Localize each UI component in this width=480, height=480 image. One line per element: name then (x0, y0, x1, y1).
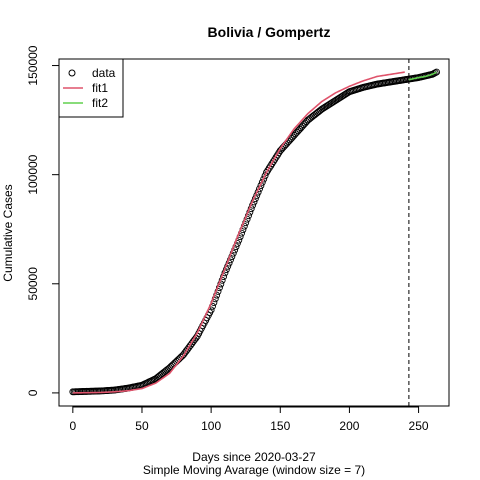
data-point (431, 69, 439, 77)
x-axis-sublabel: Simple Moving Avarage (window size = 7) (143, 463, 365, 477)
x-tick-label: 100 (201, 419, 221, 433)
x-axis: 0 50 100 150 200 250 (69, 406, 429, 433)
data-point (261, 172, 269, 180)
y-tick-label: 50000 (26, 267, 40, 301)
legend-label-data: data (92, 66, 116, 80)
legend: data fit1 fit2 (58, 58, 124, 118)
y-tick-label: 150000 (26, 45, 40, 85)
legend-data-marker (68, 69, 76, 77)
x-tick-label: 50 (135, 419, 149, 433)
chart-title: Bolivia / Gompertz (208, 24, 331, 40)
data-point (215, 284, 223, 292)
series-fit2-line (408, 71, 437, 81)
x-tick-label: 150 (270, 419, 290, 433)
series-layer (69, 68, 440, 396)
y-tick-label: 0 (26, 389, 40, 396)
legend-label-fit1: fit1 (92, 81, 108, 95)
x-tick-label: 200 (339, 419, 359, 433)
x-tick-label: 0 (69, 419, 76, 433)
series-fit1-line (72, 71, 405, 394)
y-axis-label: Cumulative Cases (1, 184, 15, 281)
x-tick-label: 250 (409, 419, 429, 433)
data-point (433, 68, 440, 76)
x-axis-label: Days since 2020-03-27 (192, 450, 316, 464)
legend-label-fit2: fit2 (92, 96, 108, 110)
series-data (69, 68, 440, 396)
y-tick-label: 100000 (26, 154, 40, 194)
y-axis: 0 50000 100000 150000 (26, 45, 60, 396)
data-point (260, 175, 268, 183)
data-point (227, 256, 234, 264)
